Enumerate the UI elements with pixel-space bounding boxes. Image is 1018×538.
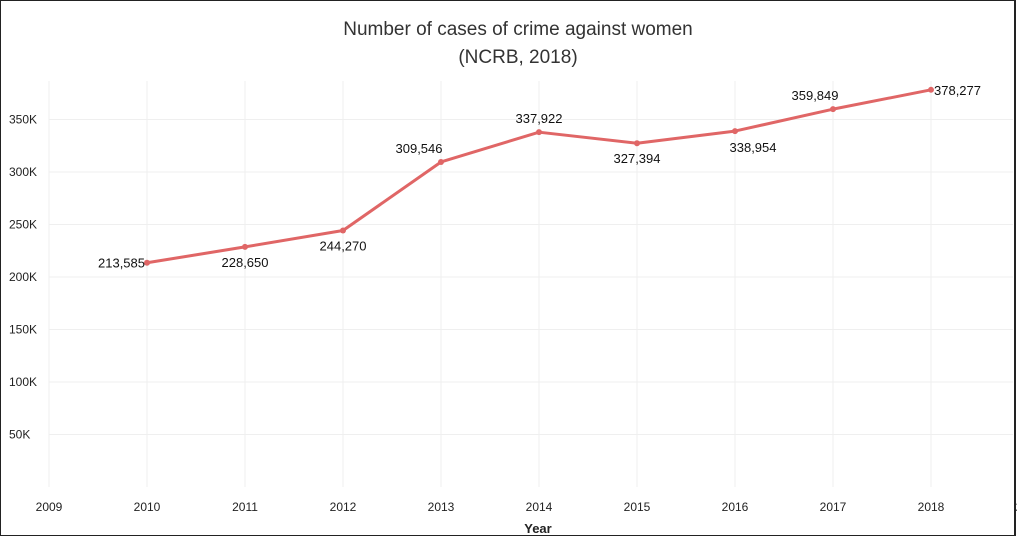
x-axis-ticks: 2009 2010 2011 2012 2013 2014 2015 2016 2017 2018… xyxy=(36,500,1017,514)
series-layer xyxy=(144,86,934,266)
y-tick-label: 150K xyxy=(9,323,37,337)
data-label: 309,546 xyxy=(396,141,443,156)
x-axis-title: Year xyxy=(524,521,551,536)
data-point xyxy=(438,158,444,165)
data-label: 378,277 xyxy=(934,83,981,98)
y-tick-label: 50K xyxy=(9,428,30,442)
x-tick-label: 2018 xyxy=(918,500,945,514)
x-tick-label: 2016 xyxy=(722,500,749,514)
data-point xyxy=(634,140,640,147)
data-point xyxy=(144,259,150,266)
data-label: 338,954 xyxy=(730,140,777,155)
y-tick-label: 250K xyxy=(9,218,37,232)
data-point xyxy=(536,129,542,136)
chart-title: Number of cases of crime against women xyxy=(343,19,693,40)
data-label: 327,394 xyxy=(614,151,661,166)
data-labels: 213,585 228,650 244,270 309,546 337,922 327,3… xyxy=(98,83,981,271)
x-tick-label: 2014 xyxy=(526,500,553,514)
x-tick-label: 2017 xyxy=(820,500,847,514)
data-label: 244,270 xyxy=(320,239,367,254)
y-axis-ticks: 50K 100K 150K 200K 250K 300K 350K xyxy=(9,113,37,442)
data-point xyxy=(830,106,836,113)
data-label: 359,849 xyxy=(792,88,839,103)
x-tick-label: 2011 xyxy=(232,500,258,514)
gridlines xyxy=(48,81,1013,487)
data-point xyxy=(242,243,248,250)
x-tick-label: 2009 xyxy=(36,500,63,514)
y-tick-label: 300K xyxy=(9,165,37,179)
chart-subtitle: (NCRB, 2018) xyxy=(458,47,577,68)
data-label: 213,585 xyxy=(98,256,145,271)
x-tick-label: 2015 xyxy=(624,500,651,514)
data-point xyxy=(732,128,738,135)
data-label: 337,922 xyxy=(516,111,563,126)
x-tick-label: 2012 xyxy=(330,500,357,514)
data-point xyxy=(340,227,346,234)
x-tick-label: 2019 xyxy=(1016,500,1017,514)
y-tick-label: 200K xyxy=(9,270,37,284)
x-tick-label: 2013 xyxy=(428,500,455,514)
y-tick-label: 350K xyxy=(9,113,37,127)
x-tick-label: 2010 xyxy=(134,500,161,514)
data-point xyxy=(928,86,934,93)
data-label: 228,650 xyxy=(222,255,269,270)
y-tick-label: 100K xyxy=(9,375,37,389)
